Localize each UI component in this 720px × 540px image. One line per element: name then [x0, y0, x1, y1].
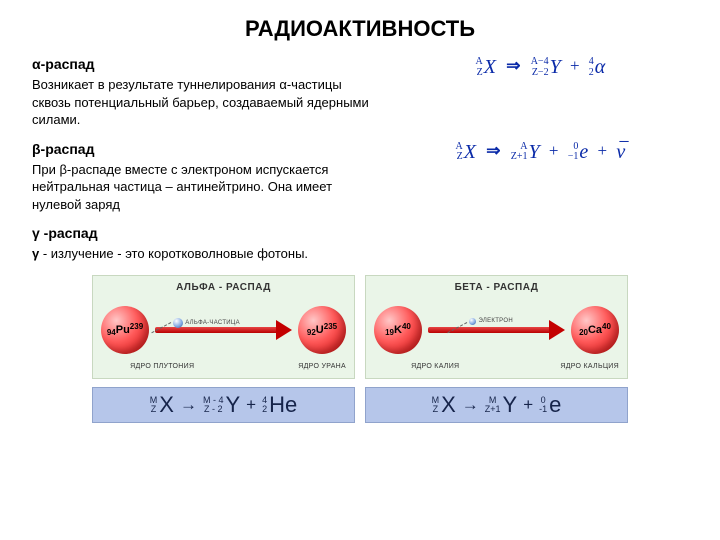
beta-section: β-распад При β-распаде вместе с электрон… [32, 141, 688, 214]
calcium-nucleus-icon: 20Ca40 [571, 306, 619, 354]
alpha-head: α-распад [32, 56, 383, 72]
electron-particle-icon: ЭЛЕКТРОН [469, 318, 512, 325]
alpha-equation-box: MZX → M - 4Z - 2Y + 42He [92, 387, 355, 423]
beta-decay-panel: БЕТА - РАСПАД 19K40 ЭЛЕКТРОН 20Ca40 [365, 275, 628, 379]
beta-panel-title: БЕТА - РАСПАД [374, 282, 619, 293]
gamma-body: γ γ - излучение - это коротковолновые фо… [32, 245, 688, 263]
alpha-panel-title: АЛЬФА - РАСПАД [101, 282, 346, 293]
beta-equation: AZX ⇒ AZ+1Y + 0−1e + −ν [456, 141, 626, 164]
decay-arrow-icon: АЛЬФА-ЧАСТИЦА [155, 320, 292, 340]
alpha-decay-panel: АЛЬФА - РАСПАД 94Pu239 АЛЬФА-ЧАСТИЦА 92U… [92, 275, 355, 379]
alpha-particle-icon: АЛЬФА-ЧАСТИЦА [173, 318, 240, 328]
potassium-nucleus-icon: 19K40 [374, 306, 422, 354]
page-title: РАДИОАКТИВНОСТЬ [32, 16, 688, 42]
alpha-body: Возникает в результате туннелирования α-… [32, 76, 383, 129]
uranium-nucleus-icon: 92U235 [298, 306, 346, 354]
decay-diagram: АЛЬФА - РАСПАД 94Pu239 АЛЬФА-ЧАСТИЦА 92U… [92, 275, 628, 423]
plutonium-nucleus-icon: 94Pu239 [101, 306, 149, 354]
alpha-equation: AZX ⇒ A−4Z−2Y + 42α [476, 56, 606, 79]
gamma-head: γ -распад [32, 225, 688, 241]
gamma-section: γ -распад γ γ - излучение - это коротков… [32, 225, 688, 263]
alpha-section: α-распад Возникает в результате туннелир… [32, 56, 688, 129]
decay-arrow-icon: ЭЛЕКТРОН [428, 320, 565, 340]
beta-equation-box: MZX → MZ+1Y + 0-1e [365, 387, 628, 423]
beta-head: β-распад [32, 141, 383, 157]
beta-body: При β-распаде вместе с электроном испуск… [32, 161, 383, 214]
